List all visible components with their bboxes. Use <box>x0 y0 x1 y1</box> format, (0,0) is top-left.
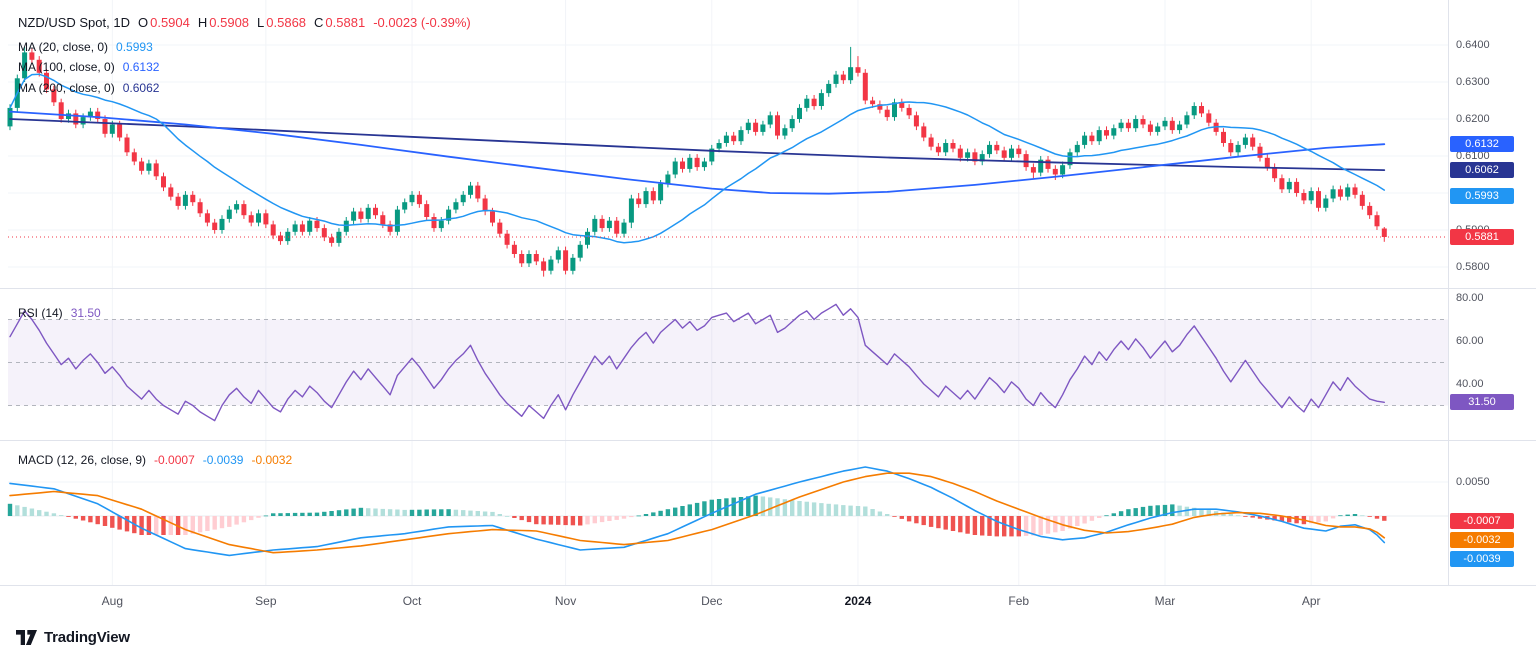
candles-layer <box>7 46 1387 277</box>
rsi-line <box>9 303 1386 422</box>
low-value: 0.5868 <box>266 15 307 30</box>
price-gridlines <box>8 44 1448 268</box>
month-gridlines <box>111 0 1312 585</box>
macd-legend[interactable]: MACD (12, 26, close, 9) -0.0007 -0.0039 -0.… <box>18 453 292 467</box>
price-axis[interactable] <box>1448 0 1536 585</box>
ma100-line <box>9 110 1386 195</box>
ma100-value: 0.6132 <box>122 60 160 74</box>
ma100-label: MA (100, close, 0) <box>18 60 115 74</box>
macd-signal-value: -0.0032 <box>251 453 293 467</box>
ma200-line <box>9 118 1386 172</box>
high-label: H <box>197 15 208 30</box>
time-axis[interactable] <box>0 586 1536 624</box>
ma20-value: 0.5993 <box>116 40 153 54</box>
rsi-band <box>8 319 1448 406</box>
low-label: L <box>257 15 265 30</box>
open-label: O <box>137 15 149 30</box>
rsi-value: 31.50 <box>70 306 101 320</box>
open-value: 0.5904 <box>150 15 190 30</box>
macd-histogram <box>7 495 1387 537</box>
symbol-title[interactable]: NZD/USD Spot, 1D <box>18 15 130 30</box>
rsi-legend[interactable]: RSI (14) 31.50 <box>18 306 101 320</box>
macd-line-value: -0.0039 <box>202 453 244 467</box>
ma100-legend[interactable]: MA (100, close, 0) 0.6132 <box>18 60 159 74</box>
ma20-legend[interactable]: MA (20, close, 0) 0.5993 <box>18 40 153 54</box>
ma20-line <box>9 73 1386 244</box>
close-label: C <box>314 15 324 30</box>
ma200-legend[interactable]: MA (200, close, 0) 0.6062 <box>18 81 159 95</box>
tradingview-logo[interactable]: TradingView <box>16 629 130 646</box>
rsi-label: RSI (14) <box>18 306 63 320</box>
change-value: -0.0023 (-0.39%) <box>373 15 471 30</box>
macd-label: MACD (12, 26, close, 9) <box>18 453 147 467</box>
panel-separators <box>0 0 1536 586</box>
tradingview-logo-text: TradingView <box>44 629 130 646</box>
macd-line <box>9 466 1386 557</box>
macd-signal-line <box>9 472 1386 554</box>
tradingview-logo-icon <box>16 630 37 645</box>
macd-hist-value: -0.0007 <box>154 453 195 467</box>
symbol-legend[interactable]: NZD/USD Spot, 1D O 0.5904 H 0.5908 L 0.5868 C 0.… <box>18 15 471 30</box>
close-value: 0.5881 <box>325 15 366 30</box>
ma200-value: 0.6062 <box>122 81 160 95</box>
high-value: 0.5908 <box>209 15 250 30</box>
ma200-label: MA (200, close, 0) <box>18 81 115 95</box>
ma20-label: MA (20, close, 0) <box>18 40 109 54</box>
